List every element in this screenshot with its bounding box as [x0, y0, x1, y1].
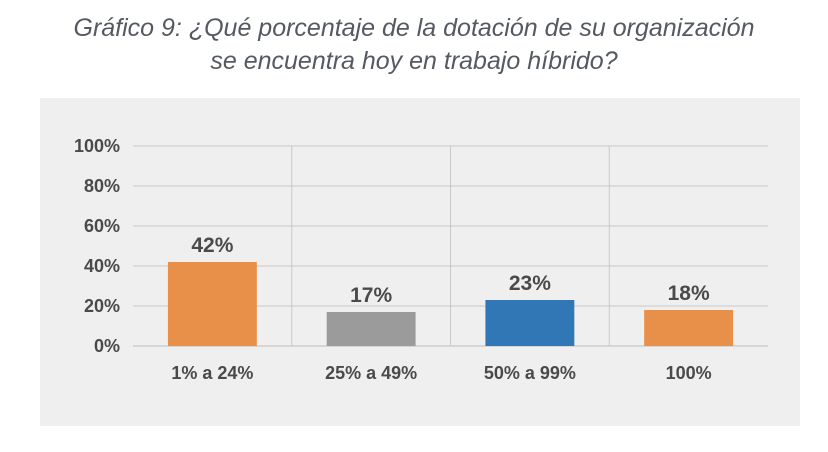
chart-title: Gráfico 9: ¿Qué porcentaje de la dotació…	[0, 12, 828, 78]
bar	[326, 312, 416, 346]
chart-panel	[40, 98, 800, 426]
y-tick-label: 100%	[74, 136, 120, 156]
data-label: 18%	[668, 282, 710, 305]
y-tick-label: 20%	[84, 296, 120, 316]
bar	[644, 310, 734, 346]
y-tick-label: 40%	[84, 256, 120, 276]
y-tick-label: 60%	[84, 216, 120, 236]
y-tick-label: 80%	[84, 176, 120, 196]
x-tick-label: 1% a 24%	[171, 363, 253, 383]
bar	[485, 300, 575, 346]
bars: 42% 17% 23% 18%	[167, 234, 734, 346]
y-tick-label: 0%	[94, 336, 120, 356]
data-label: 42%	[191, 234, 233, 257]
y-axis: 0% 20% 40% 60% 80% 100%	[74, 136, 120, 356]
x-tick-label: 25% a 49%	[325, 363, 417, 383]
x-axis: 1% a 24% 25% a 49% 50% a 99% 100%	[171, 363, 711, 383]
chart-title-line-1: Gráfico 9: ¿Qué porcentaje de la dotació…	[73, 14, 755, 42]
chart-title-line-2: se encuentra hoy en trabajo híbrido?	[210, 47, 618, 75]
data-label: 23%	[509, 272, 551, 295]
data-label: 17%	[350, 284, 392, 307]
x-tick-label: 50% a 99%	[484, 363, 576, 383]
bar	[167, 262, 257, 346]
x-tick-label: 100%	[666, 363, 712, 383]
